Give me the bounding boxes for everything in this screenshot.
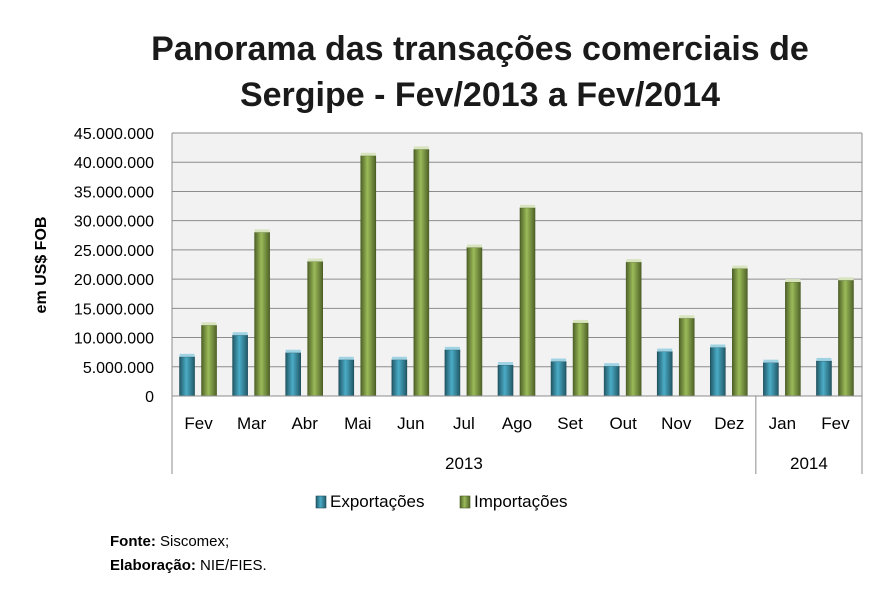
elaboration-label: Elaboração: bbox=[110, 557, 196, 574]
bar-exportacoes bbox=[497, 364, 514, 397]
legend-swatch-exportacoes bbox=[315, 495, 327, 509]
y-tick-label: 40.000.000 bbox=[74, 155, 154, 172]
x-tick-label: Jun bbox=[397, 414, 424, 433]
y-tick-label: 20.000.000 bbox=[74, 272, 154, 289]
bar-exportacoes bbox=[232, 334, 248, 397]
bar-importacoes bbox=[732, 268, 748, 397]
bar-importacoes-top bbox=[413, 146, 429, 150]
legend-swatch-importacoes bbox=[459, 495, 471, 509]
bar-importacoes-top bbox=[626, 259, 642, 263]
bar-exportacoes bbox=[285, 352, 301, 397]
bar-importacoes bbox=[360, 155, 377, 397]
x-tick-label: Jul bbox=[453, 414, 475, 433]
bar-exportacoes-top bbox=[763, 359, 779, 363]
elaboration-line: Elaboração: NIE/FIES. bbox=[110, 554, 267, 578]
bar-importacoes bbox=[678, 317, 695, 397]
bar-importacoes-top bbox=[679, 315, 695, 319]
bar-exportacoes-top bbox=[391, 356, 407, 360]
chart-title: Panorama das transações comerciais de Se… bbox=[150, 26, 810, 118]
bar-importacoes-top bbox=[838, 277, 854, 281]
x-tick-label: Mai bbox=[344, 414, 371, 433]
bar-importacoes-top bbox=[573, 319, 589, 323]
bar-exportacoes bbox=[444, 349, 461, 397]
y-tick-label: 45.000.000 bbox=[74, 126, 154, 143]
source-note: Fonte: Siscomex; Elaboração: NIE/FIES. bbox=[110, 530, 267, 578]
bar-exportacoes bbox=[179, 356, 195, 397]
bar-importacoes-top bbox=[785, 279, 801, 283]
bar-importacoes bbox=[307, 261, 323, 397]
bar-exportacoes bbox=[763, 362, 779, 397]
bar-exportacoes bbox=[656, 351, 673, 397]
plot-area bbox=[172, 133, 862, 396]
chart-title-line-2: Sergipe - Fev/2013 a Fev/2014 bbox=[239, 76, 721, 114]
bar-importacoes-top bbox=[520, 204, 535, 208]
bar-exportacoes bbox=[338, 359, 355, 397]
x-tick-label: Nov bbox=[661, 414, 692, 433]
bar-importacoes-top bbox=[360, 152, 376, 156]
bar-exportacoes-top bbox=[604, 363, 620, 367]
y-tick-label: 35.000.000 bbox=[74, 184, 154, 201]
bar-exportacoes bbox=[550, 361, 567, 397]
y-tick-label: 0 bbox=[145, 389, 154, 406]
bar-importacoes-top bbox=[732, 265, 748, 269]
y-tick-label: 5.000.000 bbox=[83, 360, 154, 377]
x-tick-label: Abr bbox=[291, 414, 318, 433]
x-tick-label: Fev bbox=[184, 414, 213, 433]
bar-exportacoes bbox=[603, 365, 620, 397]
x-tick-label: Out bbox=[609, 414, 637, 433]
source-value: Siscomex; bbox=[160, 533, 230, 550]
bar-exportacoes-top bbox=[338, 356, 354, 360]
bar-exportacoes-top bbox=[179, 353, 195, 357]
bar-importacoes-top bbox=[254, 229, 270, 233]
group-label: 2014 bbox=[790, 454, 828, 473]
x-tick-label: Set bbox=[557, 414, 583, 433]
bar-importacoes bbox=[572, 322, 589, 397]
bar-exportacoes-top bbox=[816, 357, 832, 361]
x-tick-label: Fev bbox=[821, 414, 850, 433]
bar-exportacoes bbox=[816, 360, 832, 397]
legend-label-exportacoes: Exportações bbox=[330, 492, 425, 511]
bar-exportacoes-top bbox=[657, 348, 673, 352]
chart-title-line-1: Panorama das transações comerciais de bbox=[151, 30, 809, 68]
bar-exportacoes-top bbox=[551, 358, 567, 362]
source-line: Fonte: Siscomex; bbox=[110, 530, 267, 554]
bar-importacoes-top bbox=[307, 258, 323, 262]
elaboration-value: NIE/FIES. bbox=[200, 557, 267, 574]
y-tick-label: 30.000.000 bbox=[74, 214, 154, 231]
y-tick-label: 15.000.000 bbox=[74, 301, 154, 318]
y-tick-label: 25.000.000 bbox=[74, 243, 154, 260]
bar-importacoes bbox=[201, 324, 217, 397]
x-tick-label: Ago bbox=[502, 414, 532, 433]
bar-exportacoes-top bbox=[285, 349, 301, 353]
bar-exportacoes-top bbox=[498, 362, 513, 366]
source-label: Fonte: bbox=[110, 533, 156, 550]
bar-importacoes-top bbox=[201, 322, 217, 326]
bar-exportacoes bbox=[391, 359, 408, 397]
bar-exportacoes-top bbox=[710, 344, 726, 348]
x-tick-label: Jan bbox=[769, 414, 796, 433]
bar-importacoes bbox=[254, 232, 270, 397]
y-tick-label: 10.000.000 bbox=[74, 331, 154, 348]
x-tick-label: Mar bbox=[237, 414, 267, 433]
y-axis-label: em US$ FOB bbox=[33, 217, 50, 314]
x-tick-label: Dez bbox=[714, 414, 744, 433]
bar-importacoes-top bbox=[466, 244, 482, 248]
bar-importacoes bbox=[519, 207, 536, 397]
bar-exportacoes bbox=[710, 347, 726, 397]
group-label: 2013 bbox=[445, 454, 483, 473]
bar-importacoes bbox=[785, 281, 801, 397]
bar-exportacoes-top bbox=[444, 346, 460, 350]
legend-label-importacoes: Importações bbox=[474, 492, 568, 511]
bar-importacoes bbox=[466, 247, 483, 397]
bar-importacoes bbox=[413, 149, 430, 397]
bar-exportacoes-top bbox=[232, 332, 248, 336]
bar-importacoes bbox=[625, 261, 642, 397]
bar-importacoes bbox=[838, 279, 854, 397]
